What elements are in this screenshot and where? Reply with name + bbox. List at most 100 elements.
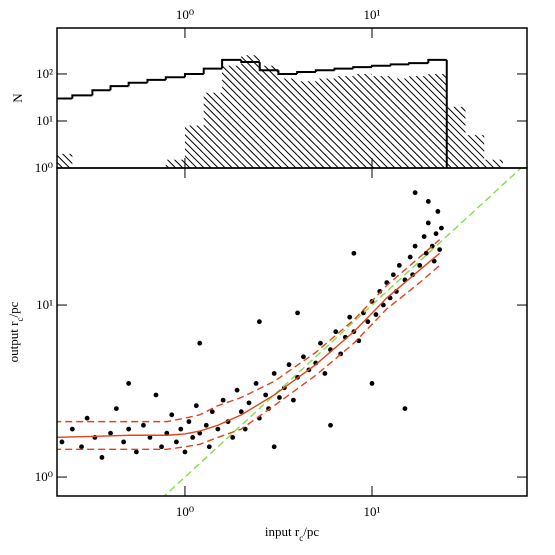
point [351,250,357,256]
point [84,415,90,421]
point [356,338,362,344]
point [121,439,127,445]
point [153,392,159,398]
point [164,430,170,436]
point [301,354,306,360]
x-axis-label-part: c [299,533,303,543]
x-tick-label: 10⁰ [176,504,194,519]
point [437,247,443,253]
line [57,252,441,439]
point [377,289,383,294]
point [206,444,212,450]
point [290,397,296,403]
point [126,426,132,432]
hist-step [109,85,129,91]
point [263,392,269,398]
x-axis-label-part: /pc [303,524,319,539]
point [402,406,408,411]
point [147,435,153,440]
point [423,250,429,256]
point [178,426,184,432]
point [182,449,188,455]
scatter-plot [57,168,523,496]
point [271,371,277,376]
point [417,262,423,268]
y-axis-label-part: output r [6,321,21,362]
y-tick-label: 10⁰ [35,469,53,484]
hist-bar [465,135,485,168]
hist-step [333,67,354,71]
point [396,262,402,268]
point [425,199,431,204]
point [197,340,203,346]
hist-step [352,66,372,69]
point [328,422,333,428]
x-tick-label: 10⁰ [176,7,194,22]
hist-bar [446,106,466,168]
y-tick-label: 10⁰ [35,160,53,175]
point [190,435,196,440]
point [133,449,139,455]
point [433,231,439,237]
point [253,381,259,386]
point [373,312,379,317]
point [256,319,262,325]
point [203,422,209,428]
line [57,264,441,450]
point [410,272,416,278]
point [333,329,339,335]
y-tick-label: 10² [36,66,53,81]
hist-bar [371,76,391,168]
hist-step [91,89,111,96]
hist-bar [241,55,260,168]
point [173,439,179,445]
hist-bar [334,76,354,168]
point [108,430,113,436]
hist-bar [184,125,204,168]
point [169,412,175,418]
point [412,243,418,249]
hist-bar [428,73,447,168]
hist-step [240,59,260,63]
hist-step [296,71,316,74]
point [209,409,215,415]
point [186,419,192,425]
point [365,319,371,325]
point [435,209,441,214]
point [99,455,105,460]
hist-bar [57,153,73,168]
y-axis-label: output rc/pc [6,301,25,362]
hist-step [370,64,391,68]
point [322,371,328,376]
point [369,381,375,386]
point [193,403,199,409]
point [380,302,386,308]
point [407,254,413,260]
hist-step [71,94,93,99]
point [59,439,65,445]
y-axis-label-part: /pc [6,301,21,317]
point [79,444,84,450]
hist-bar [278,78,298,168]
hist-bar [297,81,316,168]
y-tick-label: 10¹ [36,113,53,128]
hist-bar [353,73,372,168]
point [126,381,132,386]
point [439,225,444,231]
hist-step [314,69,335,73]
point [425,220,431,226]
hist-step [146,78,166,83]
plot-frame [56,167,528,497]
hist-step [127,81,148,87]
point [230,435,236,440]
point [318,340,323,346]
hist-step [277,70,298,75]
line [57,239,441,423]
y-tick-label: 10¹ [36,297,53,312]
hist-step [408,62,429,65]
point [431,258,437,264]
point [141,422,146,428]
point [246,400,252,406]
